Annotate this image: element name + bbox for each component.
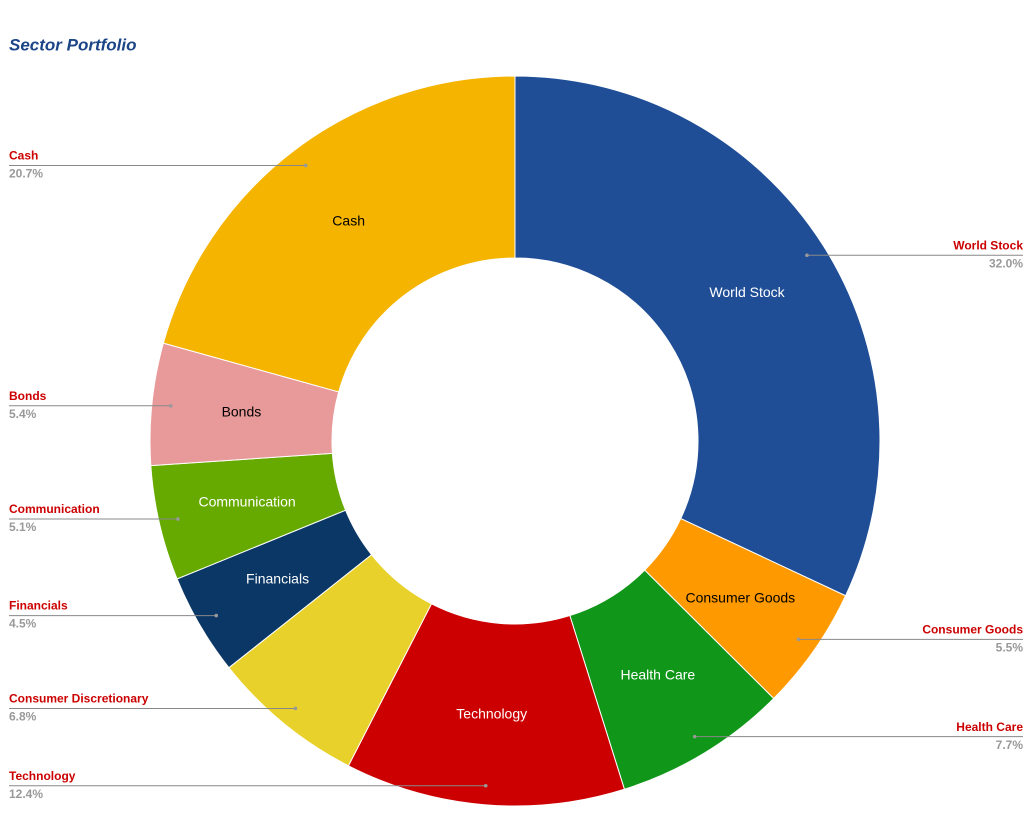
leader-dot (796, 637, 801, 642)
legend-label: Cash (9, 149, 38, 163)
slice-label: World Stock (709, 284, 785, 300)
slice-label: Health Care (620, 667, 695, 683)
legend-label: Consumer Goods (922, 623, 1023, 637)
legend-label: World Stock (953, 238, 1023, 252)
data-label: 7.7% (996, 738, 1024, 752)
data-label: 5.5% (996, 641, 1024, 655)
slice-label: Technology (456, 706, 527, 722)
leader-dot (168, 403, 173, 408)
data-label: 5.1% (9, 520, 37, 534)
leader-dot (214, 613, 219, 618)
slice-label: Bonds (222, 404, 262, 420)
chart-title: Sector Portfolio (9, 35, 137, 54)
slice (514, 75, 881, 597)
leader-dot (303, 163, 308, 168)
legend-label: Technology (9, 769, 76, 783)
leader-dot (176, 517, 180, 521)
slice (162, 75, 516, 393)
leader-dot (483, 783, 488, 788)
data-label: 32.0% (989, 256, 1023, 270)
slice-label: Consumer Goods (685, 589, 795, 605)
leader-dot (805, 253, 809, 258)
slice-label: Cash (332, 213, 365, 229)
leader-dot (293, 706, 298, 711)
data-label: 4.5% (9, 617, 37, 631)
slice-label: Communication (198, 494, 295, 510)
data-label: 20.7% (9, 167, 43, 181)
legend-label: Health Care (956, 720, 1023, 734)
slice-label: Financials (246, 570, 309, 586)
legend-label: Bonds (9, 389, 47, 403)
legend-label: Financials (9, 599, 68, 613)
leader-dot (692, 734, 697, 739)
legend-label: Consumer Discretionary (9, 692, 149, 706)
data-label: 12.4% (9, 787, 43, 801)
slice (347, 603, 626, 807)
data-label: 5.4% (9, 407, 37, 421)
legend-label: Communication (9, 502, 100, 516)
data-label: 6.8% (9, 710, 37, 724)
